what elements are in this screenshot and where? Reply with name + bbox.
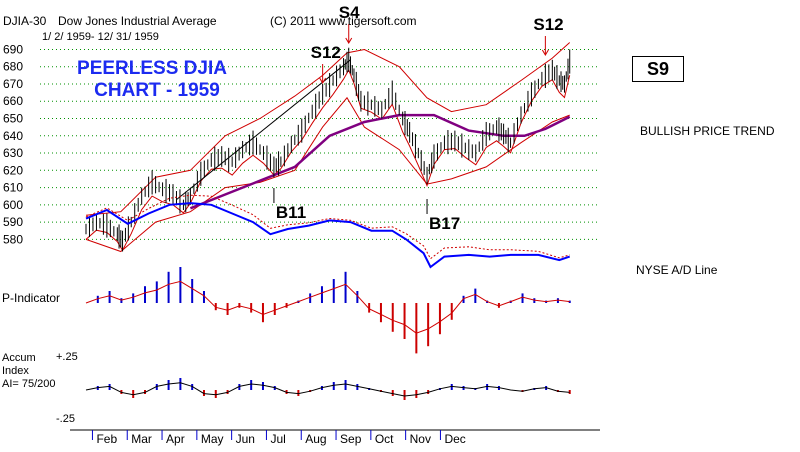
sell-arrow-head-icon — [319, 77, 327, 84]
x-axis-months: Feb Mar Apr May Jun Jul Aug Sep Oct Nov Dec — [70, 429, 600, 446]
lower-band-line — [85, 96, 570, 253]
signal-box: S9 — [632, 56, 684, 82]
y-tick-label: 620 — [3, 163, 23, 177]
header-name: Dow Jones Industrial Average — [58, 14, 217, 28]
signal-label-s4: S4 — [339, 3, 360, 22]
signals: S12 S4 B11 B17 S12 — [273, 3, 564, 233]
month-label: Jun — [236, 432, 255, 446]
series — [85, 42, 571, 269]
accum-index-line — [85, 382, 570, 397]
p-indicator-label: P-Indicator — [2, 291, 60, 305]
y-tick-label: 590 — [3, 215, 23, 229]
month-label: Jul — [270, 432, 285, 446]
ad-ma-line — [85, 194, 570, 260]
moving-average-line — [189, 113, 571, 210]
accum-label-3: AI= 75/200 — [2, 378, 56, 390]
y-tick-label: 580 — [3, 232, 23, 246]
headline-line2: CHART - 1959 — [94, 80, 220, 101]
y-tick-label: 650 — [3, 112, 23, 126]
sell-arrow-head-icon — [541, 49, 549, 56]
trend-label: BULLISH PRICE TREND — [640, 124, 775, 138]
accum-label-1: Accum — [2, 352, 36, 364]
month-label: Mar — [131, 432, 152, 446]
month-label: Aug — [305, 432, 326, 446]
y-axis-ticks: 690 680 670 660 650 640 630 620 610 600 590 580 — [3, 42, 23, 246]
signal-label-b17: B17 — [429, 214, 460, 233]
trendline — [176, 59, 351, 201]
accum-minus-label: -.25 — [56, 413, 75, 425]
y-tick-label: 640 — [3, 129, 23, 143]
sell-arrow-head-icon — [345, 37, 353, 44]
month-label: Oct — [375, 432, 394, 446]
accum-plus-label: +.25 — [56, 351, 78, 363]
y-tick-label: 680 — [3, 60, 23, 74]
header-copyright: (C) 2011 www.tigersoft.com — [270, 14, 417, 28]
month-label: Nov — [410, 432, 431, 446]
y-tick-label: 660 — [3, 94, 23, 108]
y-tick-label: 670 — [3, 77, 23, 91]
headline-line1: PEERLESS DJIA — [77, 58, 227, 79]
month-label: Apr — [166, 432, 185, 446]
y-tick-label: 610 — [3, 181, 23, 195]
ad-line — [85, 202, 571, 269]
y-tick-label: 630 — [3, 146, 23, 160]
signal-label-s12: S12 — [533, 15, 563, 34]
header-date-range: 1/ 2/ 1959- 12/ 31/ 1959 — [42, 31, 159, 43]
p-indicator-line — [85, 280, 570, 334]
month-label: Dec — [444, 432, 465, 446]
ad-line-label: NYSE A/D Line — [636, 263, 718, 277]
y-tick-label: 690 — [3, 42, 23, 56]
header-symbol: DJIA-30 — [3, 14, 47, 28]
y-tick-label: 600 — [3, 198, 23, 212]
signal-label-b11: B11 — [276, 203, 306, 222]
month-label: Feb — [96, 432, 117, 446]
accum-label-2: Index — [2, 365, 29, 377]
signal-label-s12: S12 — [311, 43, 341, 62]
oscillators — [85, 267, 571, 400]
month-label: May — [201, 432, 224, 446]
month-label: Sep — [340, 432, 362, 446]
